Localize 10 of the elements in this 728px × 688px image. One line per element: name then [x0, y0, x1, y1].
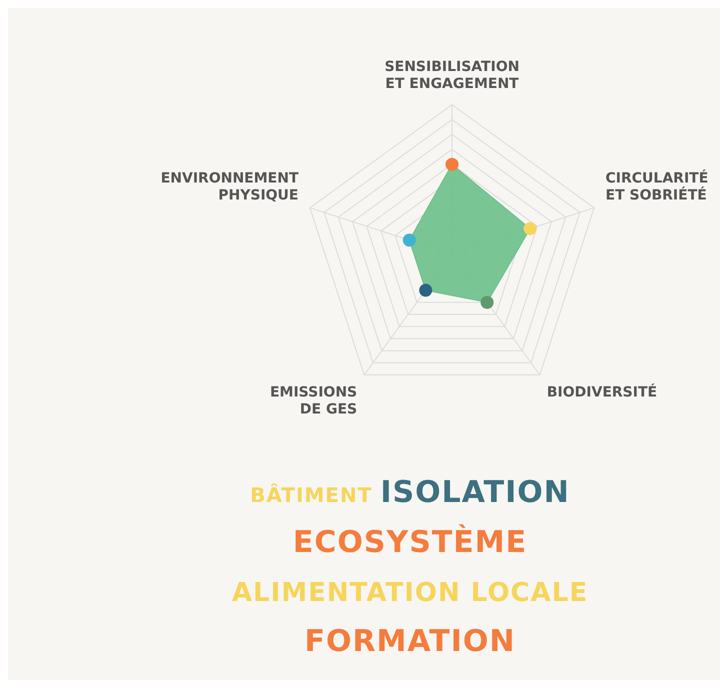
- text: ISOLATION: [380, 474, 570, 512]
- spoke-label: EMISSIONS DE GES: [270, 384, 358, 418]
- text: ECOSYSTÈME: [292, 523, 528, 562]
- spoke-label: CIRCULARITÉ ET SOBRIÉTÉ: [606, 170, 708, 204]
- spoke-label: SENSIBILISATION ET ENGAGEMENT: [384, 59, 520, 92]
- text: BÂTIMENT: [250, 482, 372, 509]
- text: ALIMENTATION LOCALE: [232, 577, 588, 610]
- spoke-label: BIODIVERSITÉ: [546, 384, 658, 401]
- text: FORMATION: [304, 623, 516, 661]
- spoke-label: ENVIRONNEMENT PHYSIQUE: [160, 170, 299, 204]
